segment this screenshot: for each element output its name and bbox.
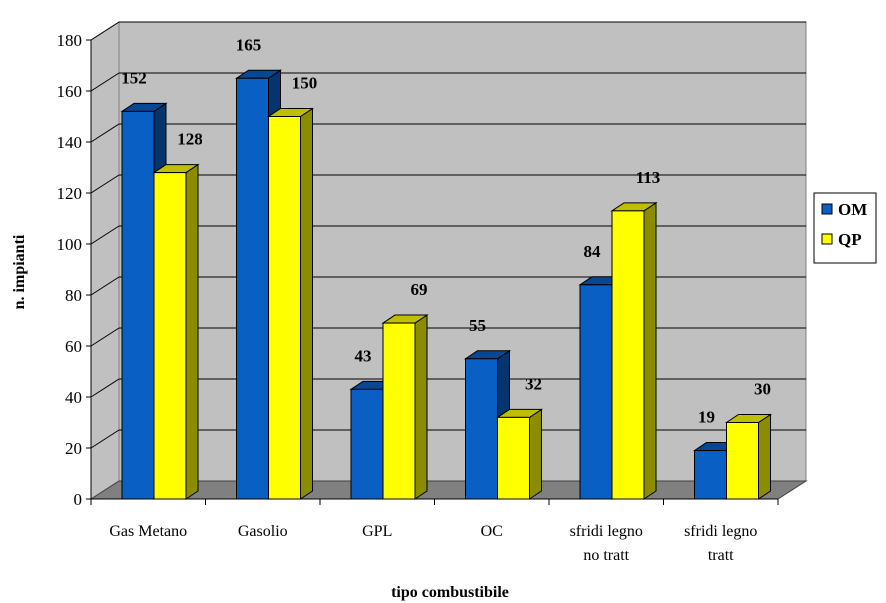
bar-side bbox=[185, 163, 199, 500]
bar-side bbox=[758, 413, 771, 500]
data-label: 30 bbox=[754, 380, 771, 399]
x-axis-label: tipo combustibile bbox=[391, 584, 509, 601]
x-tick-label: no tratt bbox=[583, 547, 629, 564]
x-tick-label: tratt bbox=[708, 547, 734, 564]
bar-OM bbox=[121, 110, 155, 500]
bar-QP bbox=[726, 422, 759, 500]
gridline-side bbox=[90, 72, 120, 92]
bar-OM bbox=[579, 284, 613, 500]
gridline-side bbox=[90, 378, 120, 398]
x-tick-label: GPL bbox=[362, 523, 392, 540]
data-label: 113 bbox=[636, 168, 661, 187]
bar-side bbox=[529, 408, 542, 500]
data-label: 165 bbox=[236, 35, 262, 54]
data-label: 32 bbox=[525, 374, 542, 393]
x-tick-label: Gas Metano bbox=[109, 523, 187, 540]
x-tick-label: Gasolio bbox=[238, 523, 288, 540]
data-labels: 152 128 165 150 43 69 55 32 84 113 19 30 bbox=[121, 35, 771, 426]
legend-swatch bbox=[821, 203, 833, 215]
gridline-side bbox=[90, 21, 120, 41]
x-tick-label: sfridi legno bbox=[684, 523, 757, 540]
side-wall bbox=[90, 21, 120, 500]
bar-side bbox=[300, 107, 313, 500]
x-tick-label: sfridi legno bbox=[570, 523, 643, 540]
gridlines bbox=[90, 21, 806, 449]
gridline-side bbox=[90, 225, 120, 245]
y-tick-label: 120 bbox=[57, 184, 83, 203]
y-tick-label: 80 bbox=[65, 286, 82, 305]
bars bbox=[120, 69, 773, 500]
bar-side bbox=[414, 314, 428, 500]
y-tick-label: 140 bbox=[57, 133, 83, 152]
legend-label: QP bbox=[838, 230, 862, 249]
gridline-side bbox=[90, 327, 120, 347]
gridline-side bbox=[90, 123, 120, 143]
legend-label: OM bbox=[838, 200, 867, 219]
y-tick-label: 180 bbox=[57, 31, 83, 50]
y-tick-label: 40 bbox=[65, 388, 82, 407]
gridline-side bbox=[90, 429, 120, 449]
data-label: 69 bbox=[411, 280, 428, 299]
legend: OM QP bbox=[813, 192, 877, 264]
bar-QP bbox=[611, 210, 645, 500]
y-tick-labels: 0 20 40 60 80 100 120 140 160 180 bbox=[57, 31, 83, 509]
legend-swatch bbox=[821, 233, 833, 245]
y-axis-label: n. impianti bbox=[11, 234, 28, 309]
y-tick-label: 20 bbox=[65, 439, 82, 458]
bar-QP bbox=[268, 116, 301, 500]
data-label: 150 bbox=[292, 74, 318, 93]
bar-side bbox=[643, 201, 657, 500]
bar-QP bbox=[497, 416, 530, 500]
data-label: 152 bbox=[121, 68, 147, 87]
data-label: 43 bbox=[355, 346, 372, 365]
gridline-side bbox=[90, 276, 120, 296]
y-tick-label: 0 bbox=[74, 490, 83, 509]
data-label: 19 bbox=[698, 408, 715, 427]
bar-OM bbox=[236, 77, 269, 500]
bar-OM bbox=[350, 388, 384, 500]
bar-QP bbox=[153, 172, 187, 500]
x-tick-labels: Gas Metano Gasolio GPL OC sfridi legno no tra… bbox=[109, 523, 757, 564]
data-label: 128 bbox=[177, 130, 203, 149]
axes bbox=[86, 39, 779, 505]
x-tick-label: OC bbox=[481, 523, 503, 540]
gridline-side bbox=[90, 174, 120, 194]
bar-OM bbox=[465, 358, 498, 500]
y-tick-label: 160 bbox=[57, 82, 83, 101]
bar-QP bbox=[382, 322, 416, 500]
y-tick-label: 60 bbox=[65, 337, 82, 356]
y-tick-label: 100 bbox=[57, 235, 83, 254]
data-label: 84 bbox=[584, 242, 602, 261]
bar-OM bbox=[694, 450, 727, 500]
data-label: 55 bbox=[469, 316, 486, 335]
